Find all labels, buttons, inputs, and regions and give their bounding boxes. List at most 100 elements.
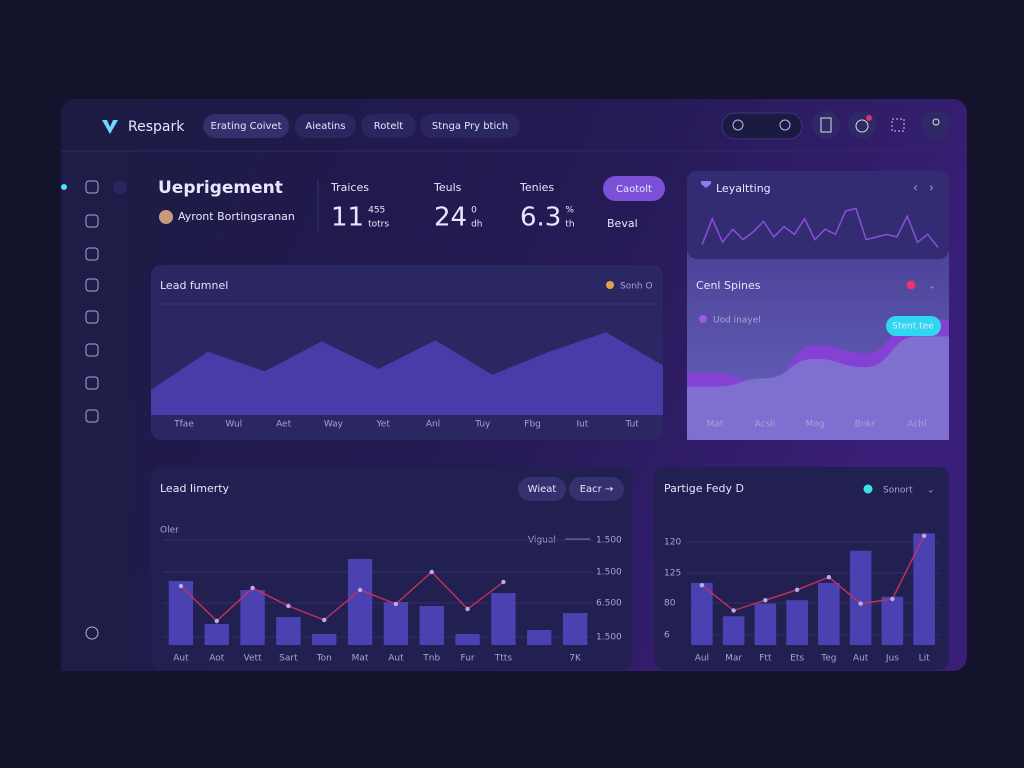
card-title: Lead fumnel xyxy=(160,279,228,292)
line-point xyxy=(286,603,291,609)
tab[interactable] xyxy=(420,114,520,138)
icon-button[interactable] xyxy=(848,111,876,139)
x-tick-label: Tuy xyxy=(474,420,491,430)
line-point xyxy=(699,583,705,588)
next[interactable]: › xyxy=(929,181,934,195)
line xyxy=(180,571,504,622)
button[interactable] xyxy=(569,477,624,501)
tab[interactable] xyxy=(295,114,356,138)
settings-icon[interactable] xyxy=(85,626,99,640)
x-tick-label: Wul xyxy=(225,420,242,430)
bar xyxy=(312,634,337,645)
stat-value: 24 xyxy=(434,203,467,233)
line-point xyxy=(429,569,434,575)
tab[interactable] xyxy=(361,114,416,138)
x-tick-label: Aot xyxy=(209,654,225,664)
logo xyxy=(102,120,118,134)
nav-icon[interactable] xyxy=(85,214,99,228)
dropdown[interactable]: ⌄ xyxy=(928,282,936,292)
line-point xyxy=(214,618,219,624)
legend-dot xyxy=(863,484,873,494)
nav-icon[interactable] xyxy=(85,247,99,261)
doc-icon xyxy=(820,117,832,133)
stat-sub: totrs xyxy=(368,220,389,230)
line-point xyxy=(322,617,327,623)
bar xyxy=(168,581,194,645)
x-tick-label: Fur xyxy=(461,654,475,664)
nav-icon[interactable] xyxy=(85,343,99,357)
badge-dot xyxy=(866,115,872,121)
bar xyxy=(786,600,808,645)
line-point xyxy=(178,583,184,589)
bar xyxy=(754,603,777,645)
brand: Respark xyxy=(128,119,185,135)
grid-icon[interactable] xyxy=(891,118,905,132)
badge-label: Stent tee xyxy=(892,322,934,332)
x-tick-label: Sart xyxy=(279,654,298,664)
nav-icon[interactable] xyxy=(85,409,99,423)
stat-label: Traices xyxy=(330,181,369,194)
stats: Traices 11 455 totrs Teuls 24 0 dh Tenies 6.3 % th xyxy=(330,181,575,233)
bell-icon xyxy=(855,119,869,133)
bar xyxy=(849,550,872,645)
active-indicator xyxy=(61,184,67,190)
icon-button[interactable] xyxy=(812,111,840,139)
tab[interactable] xyxy=(203,114,289,138)
bar xyxy=(913,533,935,645)
x-tick-label: Aut xyxy=(173,654,189,664)
overview-title: Ueprigement xyxy=(158,178,283,198)
search[interactable] xyxy=(721,112,803,140)
bar xyxy=(491,593,516,645)
stat-sub: % xyxy=(565,206,574,216)
tab-label: Aieatins xyxy=(305,121,345,132)
search-icon xyxy=(732,119,744,131)
button-label: Wieat xyxy=(528,484,557,495)
x-tick-label: Iut xyxy=(576,420,588,430)
button[interactable] xyxy=(518,477,566,501)
nav-icon[interactable] xyxy=(85,376,99,390)
nav-icon[interactable] xyxy=(85,310,99,324)
prev[interactable]: ‹ xyxy=(913,181,918,195)
card-title: Leyaltting xyxy=(716,182,771,195)
stat-sub: 455 xyxy=(368,206,385,216)
x-tick-label: Mat xyxy=(352,654,369,664)
tab-label: Erating Coivet xyxy=(211,121,282,132)
line-point xyxy=(921,533,927,538)
line-point xyxy=(763,597,768,603)
x-tick-label: Tfae xyxy=(173,420,194,430)
line-point xyxy=(357,587,363,593)
button-label: Eacr → xyxy=(580,484,614,495)
bar xyxy=(240,590,265,645)
action-button[interactable] xyxy=(603,176,665,201)
bar xyxy=(818,582,840,645)
bar xyxy=(419,606,444,645)
x-tick-label: 7K xyxy=(569,654,582,664)
x-tick-label: Ton xyxy=(316,654,332,664)
axis-label: 1.500 xyxy=(596,633,622,643)
action-button-label: Caotolt xyxy=(616,184,652,195)
stat-sub: dh xyxy=(471,220,482,230)
dropdown[interactable]: ⌄ xyxy=(927,486,935,496)
tab-label: Stnga Pry btich xyxy=(432,121,508,132)
bar xyxy=(691,582,713,645)
tab-label: Rotelt xyxy=(374,121,403,132)
stat-value: 6.3 xyxy=(520,203,561,233)
nav-icon[interactable] xyxy=(85,180,99,194)
search-icon xyxy=(779,119,791,131)
nav-icon[interactable] xyxy=(85,278,99,292)
axis-label: 120 xyxy=(664,538,681,548)
x-tick-label: Aul xyxy=(695,654,709,664)
bar xyxy=(383,602,409,645)
axis-label: 6 xyxy=(664,631,670,641)
stat-label: Tenies xyxy=(519,181,554,194)
stat-sub: 0 xyxy=(471,206,477,216)
legend-label: Sonort xyxy=(883,486,913,496)
line-point xyxy=(794,587,800,592)
badge xyxy=(886,316,941,336)
card-title: Cenl Spines xyxy=(696,279,761,292)
legend-label: Sonh O xyxy=(620,282,653,292)
x-tick-label: Tnb xyxy=(422,654,440,664)
line xyxy=(701,535,925,612)
link[interactable]: Beval xyxy=(607,217,638,230)
